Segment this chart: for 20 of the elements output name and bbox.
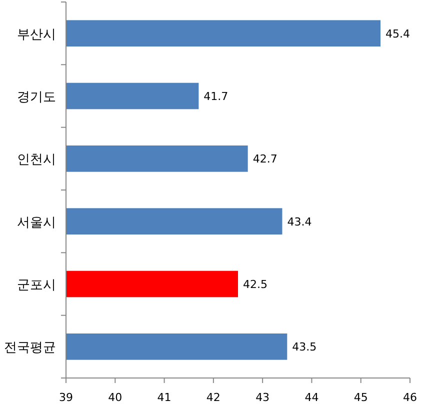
data-label: 42.7 xyxy=(252,152,278,166)
data-label: 43.5 xyxy=(292,340,317,354)
x-tick-label: 41 xyxy=(157,391,172,404)
x-tick-label: 44 xyxy=(304,391,319,404)
y-tick-label: 군포시 xyxy=(17,278,56,293)
x-tick-label: 43 xyxy=(256,391,270,404)
x-tick-label: 46 xyxy=(403,391,417,404)
x-tick-label: 39 xyxy=(59,391,73,404)
y-tick-label: 인천시 xyxy=(17,152,56,168)
x-tick-label: 42 xyxy=(206,391,220,404)
data-label: 42.5 xyxy=(243,278,268,291)
data-label: 41.7 xyxy=(204,90,228,103)
x-tick-label: 45 xyxy=(354,391,368,404)
y-tick-label: 전국평균 xyxy=(4,340,56,356)
y-tick-label: 경기도 xyxy=(17,90,56,105)
y-tick-label: 부산시 xyxy=(17,27,56,42)
data-label: 43.4 xyxy=(287,215,312,228)
y-tick-label: 서울시 xyxy=(17,215,56,230)
data-label: 45.4 xyxy=(386,27,410,40)
x-tick-label: 40 xyxy=(108,391,122,404)
